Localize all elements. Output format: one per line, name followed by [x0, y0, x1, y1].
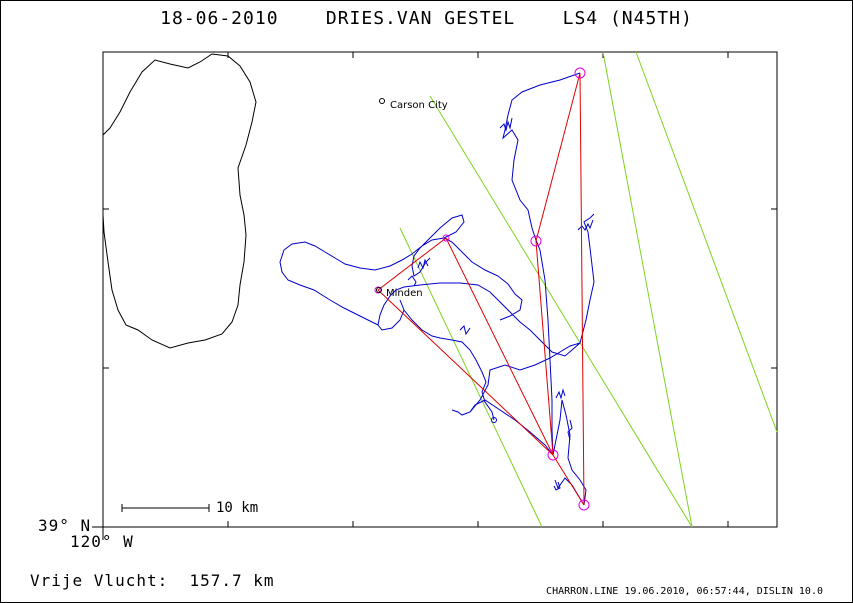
lake-shoreline [102, 53, 257, 349]
footer-credit: CHARRON.LINE 19.06.2010, 06:57:44, DISLI… [546, 586, 823, 597]
scale-bar-label: 10 km [216, 500, 259, 516]
minden-marker [376, 287, 382, 293]
map-border [102, 51, 778, 528]
page-title: 18-06-2010 DRIES.VAN GESTEL LS4 (N45TH) [160, 8, 693, 29]
turnpoint-marker [578, 499, 590, 511]
latitude-label: 39° N [38, 516, 92, 535]
turnpoints [374, 67, 590, 511]
carson-city-label: Carson City [390, 100, 448, 111]
distance-summary: Vrije Vlucht: 157.7 km [30, 571, 275, 590]
turnpoint-marker [442, 234, 450, 242]
longitude-label: 120° W [70, 532, 134, 551]
airspace-lines [399, 51, 778, 528]
finish-marker [491, 417, 497, 423]
turnpoint-marker [574, 67, 586, 79]
turnpoint-marker [530, 235, 542, 247]
minden-label: Minden [386, 288, 423, 299]
carson-city-marker [379, 98, 385, 104]
axis-ticks [92, 52, 777, 540]
flight-track [279, 72, 595, 506]
turnpoint-marker [547, 449, 559, 461]
task-legs [377, 72, 585, 506]
scale-bar [121, 504, 210, 512]
